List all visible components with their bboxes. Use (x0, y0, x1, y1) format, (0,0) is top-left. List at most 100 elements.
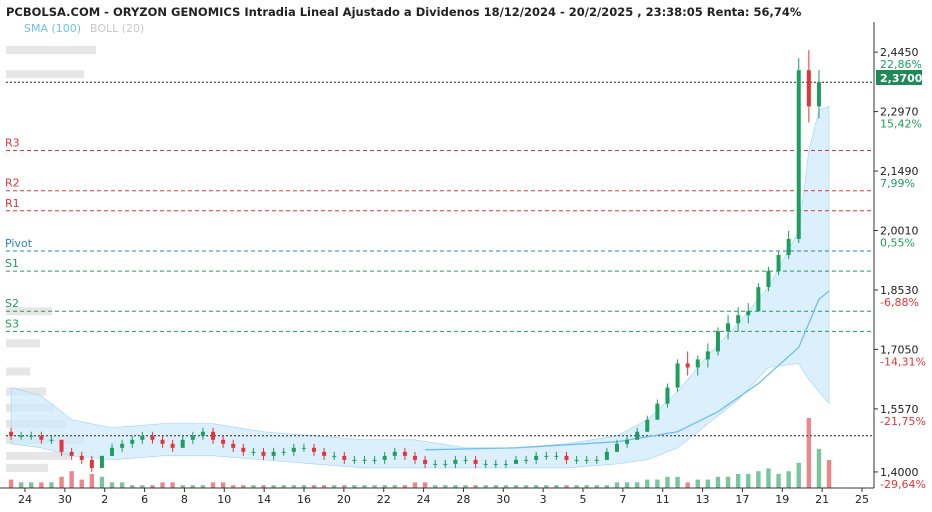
volume-profile-bar (6, 339, 40, 348)
volume-bar (109, 482, 115, 488)
candle-body (766, 271, 771, 288)
volume-bar (564, 485, 569, 488)
volume-bar (715, 476, 721, 488)
y-tick-label: 1,7050 (880, 343, 919, 356)
candle-body (463, 459, 468, 461)
y-tick-label: 2,2970 (880, 106, 919, 119)
candle-body (564, 455, 569, 460)
candle-body (493, 463, 498, 465)
x-tick-label: 11 (656, 493, 670, 506)
x-tick-label: 2 (101, 493, 108, 506)
volume-bar (200, 485, 206, 488)
x-tick-label: 7 (619, 493, 626, 506)
candle-body (625, 439, 630, 444)
candle-body (726, 323, 731, 332)
candle-body (443, 463, 448, 465)
volume-bar (604, 485, 610, 488)
bollinger-band-area (10, 105, 830, 469)
candle-body (251, 451, 256, 453)
volume-bar (89, 474, 95, 488)
x-tick-label: 13 (696, 493, 710, 506)
volume-profile-bar (6, 367, 30, 376)
candle-body (513, 459, 518, 464)
legend-sma: SMA (100) (24, 22, 81, 35)
candle-body (413, 455, 417, 460)
candle-body (59, 439, 64, 452)
candle-body (241, 447, 246, 452)
candle-body (736, 315, 741, 324)
volume-bar (79, 479, 84, 488)
y-tick-pct: -6,88% (880, 296, 919, 309)
candle-body (382, 455, 387, 460)
x-tick-label: 25 (855, 493, 869, 506)
candle-body (9, 431, 14, 436)
volume-bar (776, 474, 781, 488)
candle-body (372, 459, 377, 461)
candle-body (816, 82, 821, 107)
x-tick-label: 17 (735, 493, 749, 506)
volume-bar (746, 474, 751, 488)
candle-body (69, 451, 74, 456)
volume-bar (130, 485, 135, 488)
x-tick-label: 30 (58, 493, 72, 506)
x-tick-label: 14 (257, 493, 271, 506)
y-tick-label: 2,4450 (880, 46, 919, 59)
volume-bar (170, 482, 175, 488)
level-label-r2: R2 (5, 177, 20, 190)
candle-body (524, 459, 529, 461)
candle-body (705, 351, 710, 360)
volume-bar (665, 476, 670, 488)
candle-body (99, 455, 104, 468)
candle-body (584, 459, 589, 461)
candle-body (180, 439, 185, 448)
candle-body (453, 459, 458, 464)
candle-body (79, 455, 84, 460)
candles (9, 50, 821, 472)
candle-body (150, 435, 155, 440)
candle-body (503, 463, 508, 465)
volume-bar (453, 485, 458, 488)
x-axis: 24 30 2 6 8 10 14 16 20 22 24 28 30 3 5 7 11 13 17 19 21 25 (18, 488, 869, 506)
candle-body (604, 451, 609, 460)
y-tick-pct: -14,31% (880, 355, 926, 368)
y-tick-pct: 22,86% (880, 58, 922, 71)
volume-bar (523, 485, 529, 488)
candle-body (110, 447, 115, 456)
x-tick-label: 28 (456, 493, 470, 506)
volume-bar (806, 418, 812, 488)
y-tick-pct: -29,64% (880, 478, 926, 491)
current-price-label: 2,3700 (880, 72, 923, 85)
candle-body (786, 238, 791, 255)
candle-body (402, 451, 407, 456)
volume-bar (705, 479, 711, 488)
volume-bar (8, 479, 14, 488)
candle-body (796, 70, 801, 239)
volume-bar (685, 482, 690, 488)
y-tick-label: 1,5570 (880, 403, 919, 416)
volume-bar (39, 482, 44, 488)
current-price-badge-bg (876, 70, 922, 85)
volume-bar (402, 485, 408, 488)
volume-bar (119, 482, 125, 488)
candle-body (221, 439, 226, 444)
candle-body (614, 443, 619, 452)
candle-body (423, 459, 428, 464)
volume-bar (584, 485, 589, 488)
candle-body (332, 455, 337, 457)
volume-bar (311, 485, 317, 488)
y-tick-pct: 0,55% (880, 236, 915, 249)
x-tick-label: 24 (417, 493, 431, 506)
volume-bar (99, 476, 105, 488)
candle-body (534, 455, 539, 460)
candle-body (261, 451, 266, 456)
candle-body (665, 387, 670, 404)
candle-body (89, 459, 94, 468)
volume-bar (321, 485, 327, 488)
x-tick-label: 10 (217, 493, 231, 506)
candle-body (574, 459, 579, 461)
volume-bar (180, 485, 185, 488)
candle-body (29, 435, 34, 437)
volume-bar (352, 485, 357, 488)
level-label-s3: S3 (5, 317, 19, 330)
